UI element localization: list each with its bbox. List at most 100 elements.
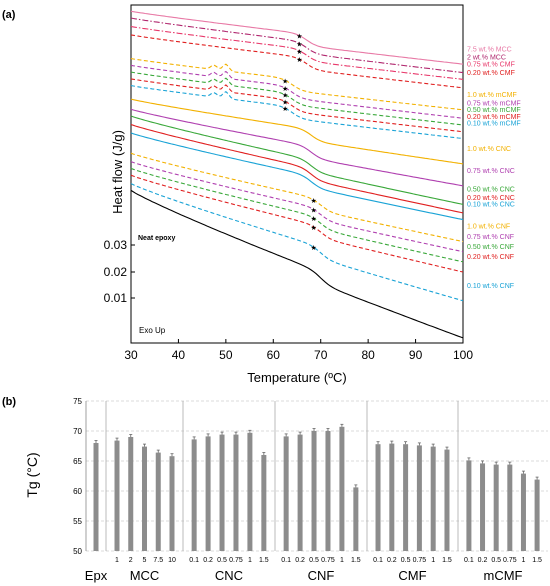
tg-bar — [247, 432, 253, 551]
tg-x-tick-label: 0.2 — [295, 557, 305, 564]
tg-bar — [339, 426, 345, 551]
tg-bar — [507, 464, 513, 551]
dsc-curve — [130, 10, 464, 65]
tg-group-label: MCC — [130, 568, 160, 583]
tg-marker: ★ — [282, 77, 288, 85]
dsc-y-tick-label: 0.01 — [104, 291, 128, 305]
tg-bar — [480, 463, 486, 551]
tg-y-tick-label: 55 — [73, 517, 82, 526]
tg-bars — [93, 423, 540, 551]
tg-x-tick-label: 0.1 — [189, 557, 199, 564]
tg-bar — [114, 440, 120, 551]
exo-up-label: Exo Up — [139, 326, 166, 335]
tg-bar — [311, 431, 317, 551]
tg-y-tick-label: 50 — [73, 547, 82, 556]
tg-x-tick-label: 0.1 — [464, 557, 474, 564]
tg-marker: ★ — [310, 224, 316, 232]
tg-bar — [297, 434, 303, 551]
tg-bar — [520, 473, 526, 551]
tg-x-tick-label: 0.75 — [229, 557, 243, 564]
tg-bar — [375, 444, 381, 551]
tg-x-tick-label: 0.2 — [387, 557, 397, 564]
tg-group-label: CNF — [308, 568, 335, 583]
tg-y-axis-label: Tg (°C) — [24, 452, 40, 497]
dsc-curve — [130, 71, 464, 126]
dsc-curve — [130, 167, 464, 263]
tg-x-tick-label: 1 — [248, 557, 252, 564]
dsc-series-label: 0.75 wt.% CNF — [467, 234, 514, 241]
tg-bar — [219, 434, 225, 551]
tg-bar — [389, 443, 395, 551]
tg-x-tick-label: 7.5 — [153, 557, 163, 564]
tg-bar — [191, 439, 197, 551]
tg-bar — [205, 436, 211, 551]
tg-x-tick-label: 1.5 — [532, 557, 542, 564]
dsc-series-label: 1.0 wt.% CNC — [467, 146, 511, 153]
dsc-x-tick-label: 40 — [172, 348, 186, 362]
dsc-x-tick-label: 90 — [409, 348, 423, 362]
tg-x-tick-label: 1 — [115, 557, 119, 564]
dsc-y-axis-label: Heat flow (J/g) — [110, 130, 125, 214]
dsc-series-label: 7.5 wt.% MCC — [467, 46, 512, 53]
tg-marker: ★ — [310, 197, 316, 205]
tg-bar — [93, 443, 99, 551]
tg-marker: ★ — [310, 206, 316, 214]
dsc-curve — [130, 58, 464, 111]
tg-group-label: mCMF — [484, 568, 523, 583]
dsc-x-axis-label: Temperature (ºC) — [247, 370, 346, 385]
tg-bar — [466, 460, 472, 551]
dsc-chart: ★★★★★★★★★★★★★★ 30 40 50 60 70 80 90 100 0.010.0… — [104, 4, 521, 385]
dsc-x-tick-label: 100 — [453, 348, 473, 362]
dsc-series-label: 0.75 wt.% CMF — [467, 61, 515, 68]
panel-label-b: (b) — [2, 396, 16, 408]
tg-bar — [493, 464, 499, 551]
tg-x-tick-label: 1 — [522, 557, 526, 564]
tg-x-tick-label: 5 — [143, 557, 147, 564]
tg-bar — [233, 434, 239, 551]
dsc-x-ticks: 30 40 50 60 70 80 90 100 — [124, 339, 473, 362]
dsc-series-label: 2 wt.% MCC — [467, 55, 506, 62]
tg-marker: ★ — [310, 215, 316, 223]
tg-bar — [325, 431, 331, 551]
dsc-series-label: 0.20 wt.% CNC — [467, 195, 515, 202]
panel-label-a: (a) — [2, 9, 16, 21]
tg-y-tick-label: 65 — [73, 457, 82, 466]
tg-marker: ★ — [296, 33, 302, 41]
dsc-series-label: 0.20 wt.% mCMF — [467, 114, 521, 121]
tg-x-tick-label: 0.1 — [281, 557, 291, 564]
dsc-curve — [130, 189, 464, 339]
dsc-curve — [130, 64, 464, 119]
tg-x-tick-label: 1.5 — [442, 557, 452, 564]
tg-bar — [444, 449, 450, 551]
tg-marker: ★ — [310, 244, 316, 252]
tg-marker: ★ — [296, 48, 302, 56]
tg-bar — [403, 444, 409, 551]
dsc-series-label: 0.20 wt.% CNF — [467, 254, 514, 261]
dsc-y-tick-label: 0.03 — [104, 238, 128, 252]
tg-x-tick-label: 1.5 — [259, 557, 269, 564]
dsc-x-tick-label: 60 — [267, 348, 281, 362]
dsc-curve — [130, 161, 464, 253]
tg-x-tick-label: 0.75 — [413, 557, 427, 564]
dsc-curve — [130, 115, 464, 205]
tg-marker: ★ — [282, 92, 288, 100]
dsc-curve — [130, 152, 464, 243]
dsc-curve — [130, 132, 464, 221]
dsc-curve — [130, 98, 464, 165]
tg-x-tick-label: 0.5 — [491, 557, 501, 564]
dsc-series-label: 0.75 wt.% CNC — [467, 168, 515, 175]
tg-bar — [534, 479, 540, 551]
tg-bar — [169, 456, 175, 551]
dsc-curve — [130, 78, 464, 133]
tg-x-tick-label: 1 — [340, 557, 344, 564]
dsc-curve — [130, 183, 464, 302]
tg-gridlines — [85, 400, 548, 552]
dsc-series-label: 0.20 wt.% CMF — [467, 70, 515, 77]
dsc-curve — [130, 85, 464, 140]
dsc-curve — [130, 108, 464, 187]
tg-x-tick-label: 0.5 — [401, 557, 411, 564]
